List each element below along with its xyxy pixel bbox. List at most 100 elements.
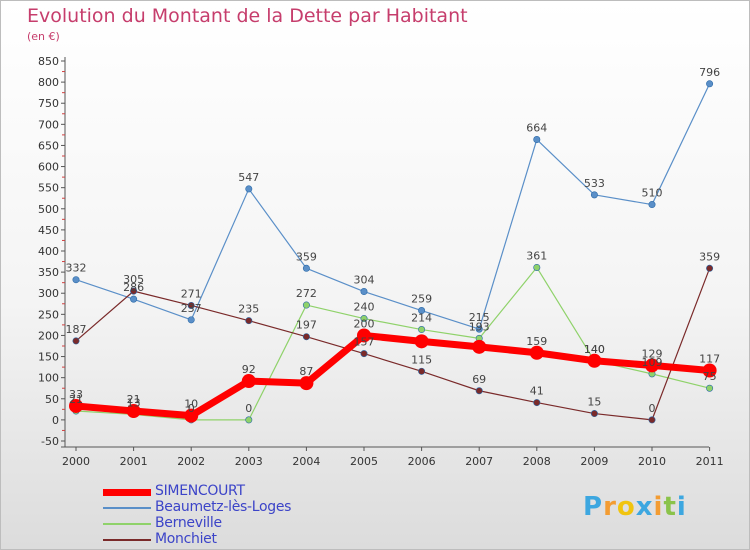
data-point xyxy=(187,301,195,309)
data-label: 547 xyxy=(238,171,259,184)
data-point xyxy=(302,301,310,309)
data-label: 0 xyxy=(245,402,252,415)
data-point xyxy=(533,136,541,144)
logo-letter: o xyxy=(616,492,636,522)
data-point xyxy=(245,416,253,424)
logo-letter: i xyxy=(676,492,687,522)
legend-swatch xyxy=(103,507,151,509)
data-point xyxy=(706,384,714,392)
data-point xyxy=(418,367,426,375)
data-point xyxy=(299,376,314,391)
y-tick-label: 650 xyxy=(38,139,59,152)
data-label: 21 xyxy=(127,393,141,406)
data-point xyxy=(590,410,598,418)
data-label: 87 xyxy=(299,365,313,378)
data-label: 796 xyxy=(699,66,720,79)
x-tick-label: 2002 xyxy=(177,455,205,468)
data-label: 197 xyxy=(296,319,317,332)
data-label: 361 xyxy=(526,249,547,262)
series-line xyxy=(75,331,710,420)
y-tick-label: 400 xyxy=(38,245,59,258)
data-label: 271 xyxy=(181,287,202,300)
data-point xyxy=(475,325,483,333)
x-tick-label: 2000 xyxy=(62,455,90,468)
data-label: 75 xyxy=(703,370,717,383)
y-tick-label: 0 xyxy=(52,414,59,427)
data-label: 140 xyxy=(584,343,605,356)
logo-letter: i xyxy=(653,492,664,522)
data-point xyxy=(360,315,368,323)
y-tick-label: 500 xyxy=(38,203,59,216)
y-tick-label: 600 xyxy=(38,161,59,174)
data-label: 10 xyxy=(184,398,198,411)
y-tick-label: 200 xyxy=(38,329,59,342)
y-tick-label: 700 xyxy=(38,118,59,131)
data-label: 0 xyxy=(188,402,195,415)
data-label: 304 xyxy=(354,274,375,287)
x-tick-label: 2003 xyxy=(235,455,263,468)
series-line xyxy=(75,266,710,421)
data-label: 117 xyxy=(699,352,720,365)
y-tick-label: 350 xyxy=(38,266,59,279)
data-label: 237 xyxy=(181,302,202,315)
data-point xyxy=(418,307,426,315)
data-label: 33 xyxy=(69,388,83,401)
x-tick-label: 2009 xyxy=(580,455,608,468)
legend-label: Berneville xyxy=(155,515,222,531)
data-point xyxy=(590,191,598,199)
y-tick-label: 150 xyxy=(38,351,59,364)
data-point xyxy=(360,288,368,296)
legend-swatch xyxy=(103,539,151,541)
x-tick-label: 2007 xyxy=(465,455,493,468)
y-tick-label: 250 xyxy=(38,308,59,321)
data-label: 305 xyxy=(123,273,144,286)
data-point xyxy=(245,317,253,325)
data-point xyxy=(302,333,310,341)
data-point xyxy=(645,358,659,373)
data-label: 69 xyxy=(472,373,486,386)
data-point xyxy=(533,263,541,271)
data-label: 510 xyxy=(642,187,663,200)
x-tick-label: 2001 xyxy=(120,455,148,468)
data-point xyxy=(702,363,717,378)
data-point xyxy=(130,287,138,295)
data-point xyxy=(706,80,714,88)
data-label: 159 xyxy=(526,335,547,348)
data-label: 272 xyxy=(296,287,317,300)
data-label: 533 xyxy=(584,177,605,190)
logo-letter: r xyxy=(603,492,617,522)
y-tick-label: 750 xyxy=(38,97,59,110)
logo-letter: x xyxy=(635,492,654,522)
data-label: 193 xyxy=(469,320,490,333)
data-point xyxy=(706,264,714,272)
x-tick-label: 2010 xyxy=(638,455,666,468)
data-point xyxy=(414,334,429,349)
data-point xyxy=(529,345,544,360)
data-point xyxy=(130,295,138,303)
legend-swatch xyxy=(103,523,151,525)
data-label: 92 xyxy=(242,363,256,376)
y-tick-label: 100 xyxy=(38,372,59,385)
logo-letter: P xyxy=(583,492,604,522)
data-label: 0 xyxy=(649,402,656,415)
data-point xyxy=(302,264,310,272)
data-label: 359 xyxy=(699,250,720,263)
data-label: 157 xyxy=(354,336,375,349)
data-point xyxy=(648,201,656,209)
data-label: 41 xyxy=(530,385,544,398)
data-label: 664 xyxy=(526,122,547,135)
y-tick-label: 50 xyxy=(45,393,59,406)
data-point xyxy=(184,408,199,423)
data-point xyxy=(648,416,656,424)
data-point xyxy=(187,316,195,324)
data-point xyxy=(126,404,141,419)
data-label: 215 xyxy=(469,311,490,324)
chart-unit-label: (en €) xyxy=(27,30,60,43)
data-point xyxy=(418,326,426,334)
x-tick-label: 2008 xyxy=(523,455,551,468)
data-point xyxy=(533,399,541,407)
legend-label: Monchiet xyxy=(155,531,217,547)
data-label: 235 xyxy=(238,303,259,316)
